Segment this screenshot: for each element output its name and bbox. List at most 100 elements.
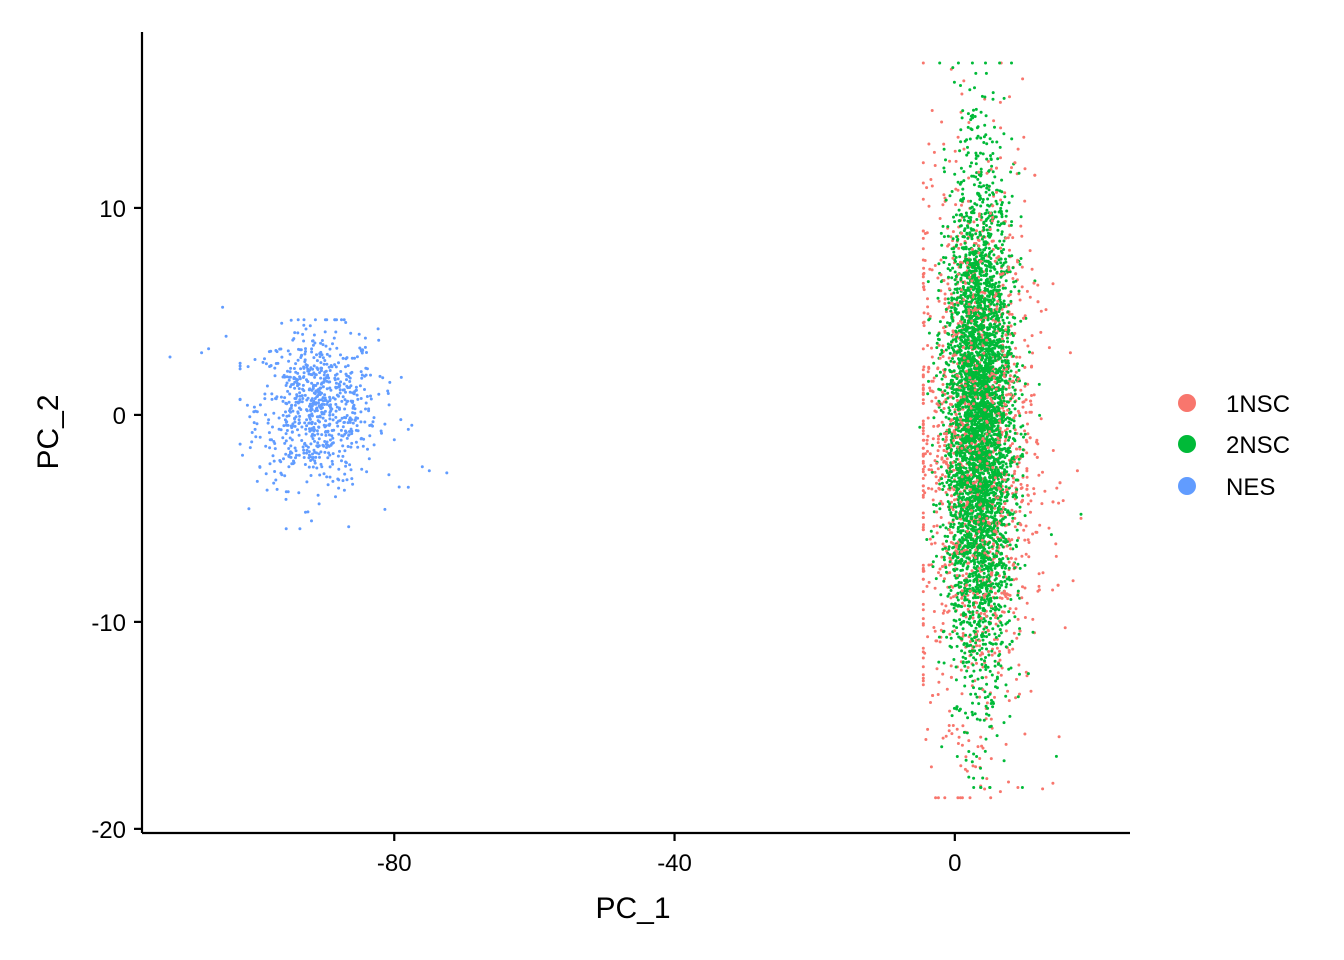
point bbox=[979, 218, 983, 222]
point bbox=[313, 341, 317, 345]
point bbox=[959, 510, 963, 513]
point bbox=[254, 435, 258, 439]
point bbox=[921, 401, 925, 405]
point bbox=[948, 409, 952, 412]
point bbox=[944, 198, 948, 202]
point bbox=[948, 479, 952, 483]
point bbox=[305, 451, 309, 455]
point bbox=[955, 644, 959, 648]
point bbox=[961, 109, 965, 113]
point bbox=[942, 459, 946, 463]
point bbox=[940, 120, 944, 124]
point bbox=[325, 352, 329, 356]
point bbox=[943, 577, 946, 581]
point bbox=[944, 158, 947, 162]
point bbox=[299, 367, 303, 371]
point bbox=[983, 254, 987, 258]
point bbox=[951, 542, 955, 545]
point bbox=[949, 589, 953, 592]
point bbox=[993, 632, 997, 636]
point bbox=[1028, 295, 1032, 299]
point bbox=[938, 640, 942, 644]
point bbox=[934, 489, 938, 493]
point bbox=[944, 604, 948, 608]
point bbox=[298, 391, 302, 395]
point bbox=[281, 399, 285, 403]
point bbox=[971, 616, 975, 620]
point bbox=[983, 749, 987, 753]
point bbox=[312, 399, 316, 403]
point bbox=[969, 199, 973, 203]
point bbox=[1025, 289, 1029, 293]
point bbox=[309, 474, 313, 477]
point bbox=[284, 497, 288, 501]
point bbox=[264, 362, 268, 366]
point bbox=[1016, 478, 1019, 482]
point bbox=[348, 386, 352, 389]
point bbox=[998, 790, 1002, 794]
point bbox=[997, 310, 1001, 314]
point bbox=[1036, 283, 1040, 287]
point bbox=[955, 457, 959, 461]
point bbox=[1011, 334, 1015, 338]
point bbox=[927, 204, 931, 208]
point bbox=[334, 365, 338, 369]
point bbox=[328, 354, 332, 358]
point bbox=[950, 412, 953, 416]
point bbox=[317, 452, 321, 456]
point bbox=[991, 181, 995, 185]
point bbox=[968, 604, 972, 608]
point bbox=[980, 237, 984, 241]
point bbox=[1002, 399, 1006, 403]
point bbox=[278, 459, 282, 462]
point bbox=[1003, 515, 1007, 519]
point bbox=[955, 235, 959, 239]
series-2nsc bbox=[918, 61, 1083, 789]
point bbox=[1013, 615, 1017, 619]
point bbox=[996, 589, 1000, 593]
point bbox=[999, 507, 1003, 511]
point bbox=[985, 267, 989, 271]
series-nes bbox=[168, 305, 449, 531]
point bbox=[954, 255, 958, 259]
point bbox=[993, 335, 997, 338]
point bbox=[304, 327, 308, 331]
point bbox=[996, 285, 1000, 289]
point bbox=[923, 473, 927, 477]
point bbox=[963, 597, 967, 601]
point bbox=[939, 408, 943, 412]
point bbox=[982, 274, 986, 277]
point bbox=[328, 404, 331, 408]
point bbox=[288, 352, 292, 356]
point bbox=[1007, 386, 1011, 390]
point bbox=[941, 488, 945, 491]
point bbox=[963, 664, 967, 668]
point bbox=[952, 706, 956, 710]
point bbox=[932, 376, 936, 380]
point bbox=[304, 510, 307, 514]
point bbox=[1075, 469, 1079, 473]
point bbox=[942, 235, 946, 239]
point bbox=[270, 438, 273, 442]
point bbox=[946, 594, 950, 598]
point bbox=[949, 309, 953, 313]
point bbox=[948, 632, 952, 636]
point bbox=[949, 235, 953, 239]
point bbox=[1000, 243, 1004, 247]
point bbox=[287, 414, 291, 418]
point bbox=[1014, 346, 1018, 350]
point bbox=[298, 376, 302, 380]
point bbox=[951, 724, 955, 727]
point bbox=[936, 337, 940, 341]
point bbox=[296, 428, 299, 432]
point bbox=[976, 238, 980, 242]
point bbox=[1033, 452, 1037, 456]
point bbox=[969, 206, 973, 210]
point bbox=[947, 724, 951, 727]
point bbox=[999, 156, 1002, 160]
point bbox=[322, 472, 326, 476]
point bbox=[974, 658, 978, 662]
point bbox=[319, 366, 323, 370]
point bbox=[937, 680, 941, 684]
